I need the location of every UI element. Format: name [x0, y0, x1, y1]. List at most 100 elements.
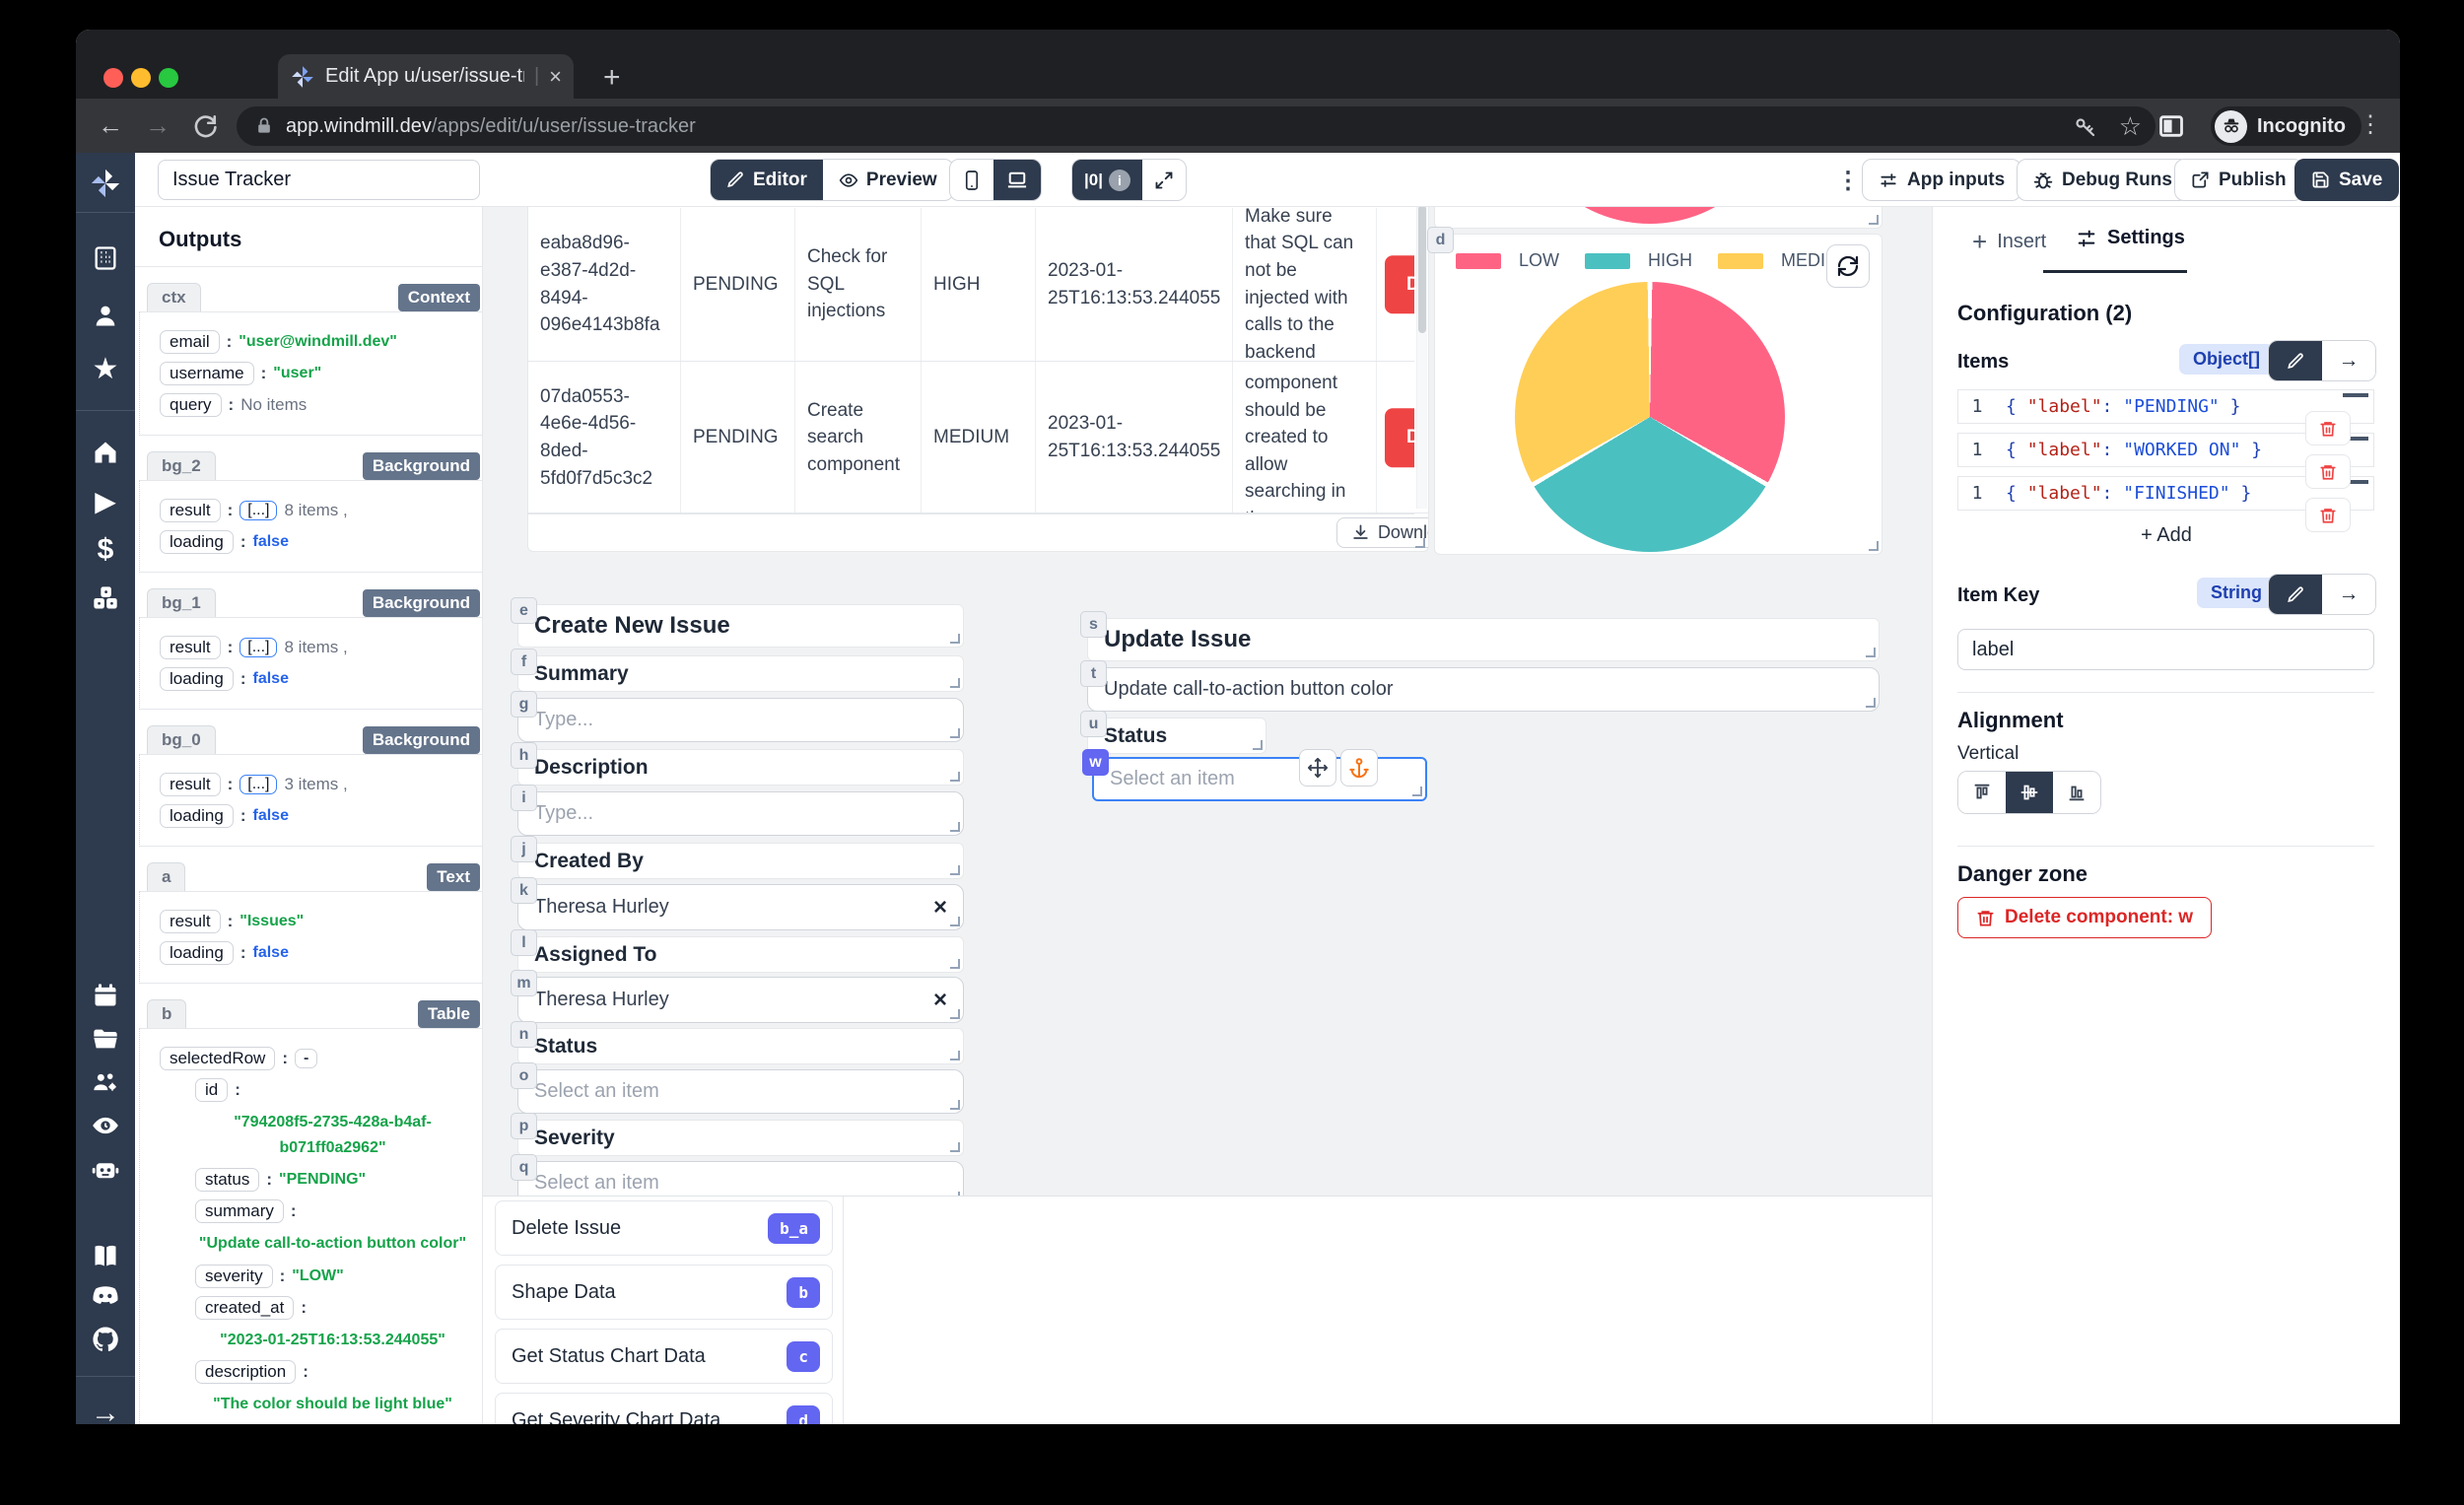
- tab-insert[interactable]: + Insert: [1972, 227, 2047, 256]
- save-button[interactable]: Save: [2294, 159, 2400, 201]
- output-kv-row[interactable]: loading: false: [160, 667, 472, 691]
- incognito-badge[interactable]: Incognito: [2211, 106, 2361, 146]
- home-icon[interactable]: [76, 439, 135, 466]
- output-component-id[interactable]: a: [147, 862, 186, 891]
- output-kv-row[interactable]: result: [...] 8 items ,: [160, 499, 472, 522]
- table-scrollbar[interactable]: [1416, 207, 1427, 509]
- table-row[interactable]: eaba8d96-e387-4d2d-8494-096e4143b8fa PEND…: [528, 208, 1414, 362]
- tab-close-icon[interactable]: ×: [549, 63, 562, 89]
- output-kv-row[interactable]: result: [...] 3 items ,: [160, 773, 472, 796]
- legend-swatch[interactable]: [1585, 252, 1630, 269]
- summary-label-component[interactable]: f Summary: [511, 649, 964, 692]
- connect-arrow-button[interactable]: →: [2322, 575, 2375, 614]
- download-button[interactable]: Download: [1335, 517, 1428, 548]
- table-row[interactable]: 07da0553-4e6e-4d56-8ded-5fd0f7d5c3c2 PEND…: [528, 362, 1414, 514]
- output-component-id[interactable]: b: [147, 999, 187, 1028]
- reload-icon[interactable]: [192, 113, 218, 139]
- output-kv-row[interactable]: selectedRow: -: [160, 1047, 472, 1070]
- summary-input[interactable]: g Type...: [511, 691, 964, 742]
- debug-runs-button[interactable]: Debug Runs: [2017, 159, 2189, 201]
- schema-explorer-button[interactable]: |0| i: [1072, 160, 1142, 200]
- array-pill[interactable]: [...]: [240, 638, 278, 657]
- audit-eye-icon[interactable]: [76, 1112, 135, 1139]
- delete-item-button[interactable]: [2305, 498, 2351, 532]
- runnable-row[interactable]: Get Severity Chart Data d: [495, 1393, 833, 1424]
- output-kv-row[interactable]: status: "PENDING": [195, 1168, 472, 1193]
- editor-tab[interactable]: Editor: [711, 160, 823, 200]
- variables-dollar-icon[interactable]: $: [97, 533, 114, 566]
- github-icon[interactable]: [76, 1325, 135, 1354]
- user-icon[interactable]: [76, 302, 135, 329]
- item-code-row[interactable]: 1 { "label": "FINISHED" }: [1957, 476, 2374, 511]
- desktop-view-button[interactable]: [993, 160, 1041, 200]
- anchor-component-button[interactable]: [1340, 749, 1378, 787]
- output-kv-row[interactable]: description:: [195, 1360, 472, 1385]
- legend-swatch[interactable]: [1455, 252, 1501, 269]
- created-by-label-component[interactable]: j Created By: [511, 836, 964, 879]
- runs-play-icon[interactable]: ▶: [95, 486, 116, 516]
- static-edit-button[interactable]: [2269, 575, 2322, 614]
- favorites-star-icon[interactable]: ★: [92, 353, 119, 385]
- output-component-id[interactable]: ctx: [147, 283, 201, 311]
- output-kv-row[interactable]: email: "user@windmill.dev": [160, 330, 472, 354]
- output-kv-row[interactable]: loading: false: [160, 804, 472, 828]
- collapse-sidebar-arrow-icon[interactable]: →: [91, 1397, 120, 1425]
- output-component-id[interactable]: bg_0: [147, 725, 216, 754]
- legend-label[interactable]: LOW: [1518, 250, 1559, 270]
- severity-select[interactable]: q Select an item: [511, 1154, 964, 1196]
- browser-tab[interactable]: Edit App u/user/issue-tracker | ×: [278, 54, 574, 99]
- assigned-to-label-component[interactable]: l Assigned To: [511, 929, 964, 973]
- chart-refresh-button[interactable]: [1826, 244, 1870, 288]
- resources-dice-icon[interactable]: [76, 584, 135, 612]
- align-center-button[interactable]: [2006, 772, 2053, 813]
- severity-label-component[interactable]: p Severity: [511, 1113, 964, 1156]
- maximize-window-button[interactable]: [159, 68, 178, 88]
- delete-issue-button[interactable]: Delete: [1385, 254, 1414, 314]
- schedules-calendar-icon[interactable]: [76, 982, 135, 1009]
- bookmark-star-icon[interactable]: ☆: [2118, 110, 2142, 141]
- status-select[interactable]: o Select an item: [511, 1062, 964, 1114]
- add-item-button[interactable]: + Add: [2141, 524, 2192, 546]
- app-canvas[interactable]: eaba8d96-e387-4d2d-8494-096e4143b8fa PEND…: [483, 207, 1932, 1196]
- url-bar[interactable]: app.windmill.dev/apps/edit/u/user/issue-…: [237, 106, 2156, 146]
- toolbar-menu-icon[interactable]: ⋮: [1836, 168, 1860, 194]
- delete-item-button[interactable]: [2305, 454, 2351, 489]
- issues-table-component[interactable]: eaba8d96-e387-4d2d-8494-096e4143b8fa PEND…: [527, 207, 1429, 552]
- item-key-input[interactable]: label: [1957, 629, 2374, 670]
- align-top-button[interactable]: [1958, 772, 2006, 813]
- severity-chart-clipped-component[interactable]: [1434, 207, 1882, 229]
- output-kv-row[interactable]: loading: false: [160, 530, 472, 554]
- runnable-row[interactable]: Delete Issue b_a: [495, 1200, 833, 1256]
- status-label-component[interactable]: n Status: [511, 1021, 964, 1064]
- connect-arrow-button[interactable]: →: [2322, 341, 2375, 380]
- delete-item-button[interactable]: [2305, 411, 2351, 445]
- app-inputs-button[interactable]: App inputs: [1862, 159, 2022, 201]
- output-kv-row[interactable]: summary:: [195, 1199, 472, 1224]
- app-title-input[interactable]: Issue Tracker: [158, 160, 480, 200]
- status-pie-chart-component[interactable]: d LOW HIGH MEDIUM: [1427, 227, 1882, 555]
- output-kv-row[interactable]: severity: "LOW": [195, 1264, 472, 1288]
- description-label-component[interactable]: h Description: [511, 742, 964, 786]
- runnable-row[interactable]: Get Status Chart Data c: [495, 1329, 833, 1384]
- mobile-view-button[interactable]: [950, 160, 993, 200]
- browser-menu-icon[interactable]: ⋮: [2359, 111, 2382, 138]
- tab-settings[interactable]: Settings: [2076, 227, 2185, 249]
- create-issue-title-component[interactable]: e Create New Issue: [511, 597, 964, 648]
- item-code-row[interactable]: 1 { "label": "WORKED ON" }: [1957, 433, 2374, 467]
- close-window-button[interactable]: [103, 68, 123, 88]
- passwords-key-icon[interactable]: [2074, 114, 2097, 138]
- delete-issue-button[interactable]: Delete: [1385, 408, 1414, 467]
- output-kv-row[interactable]: result: "Issues": [160, 910, 472, 933]
- legend-label[interactable]: HIGH: [1648, 250, 1692, 270]
- groups-users-icon[interactable]: [76, 1068, 135, 1096]
- runnable-row[interactable]: Shape Data b: [495, 1265, 833, 1320]
- output-kv-row[interactable]: username: "user": [160, 362, 472, 385]
- discord-icon[interactable]: [76, 1285, 135, 1309]
- forward-icon[interactable]: →: [145, 110, 171, 140]
- assigned-to-select[interactable]: m Theresa Hurley ×: [511, 970, 964, 1023]
- publish-button[interactable]: Publish: [2174, 159, 2303, 201]
- preview-tab[interactable]: Preview: [823, 160, 953, 200]
- legend-swatch[interactable]: [1718, 252, 1763, 269]
- docs-book-icon[interactable]: [76, 1242, 135, 1269]
- description-input[interactable]: i Type...: [511, 785, 964, 836]
